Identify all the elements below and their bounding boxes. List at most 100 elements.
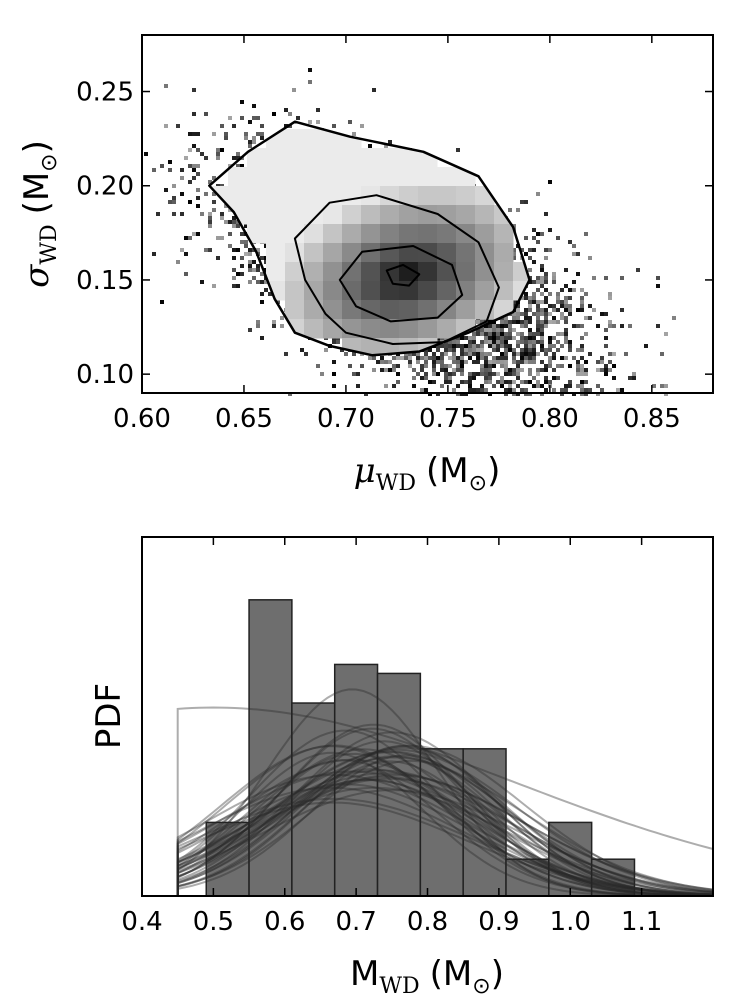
sample-point — [484, 376, 488, 380]
sample-point — [560, 356, 564, 360]
sample-point — [420, 388, 424, 392]
sample-point — [580, 324, 584, 328]
sample-point — [288, 112, 292, 116]
sample-point — [580, 364, 584, 368]
sample-point — [264, 288, 268, 292]
sample-point — [552, 308, 556, 312]
sample-point — [244, 252, 248, 256]
sample-point — [516, 304, 520, 308]
sample-point — [584, 332, 588, 336]
sample-point — [528, 344, 532, 348]
sample-point — [208, 216, 212, 220]
sample-point — [300, 348, 304, 352]
sample-point — [484, 328, 488, 332]
sample-point — [408, 364, 412, 368]
sample-point — [516, 344, 520, 348]
sample-point — [572, 244, 576, 248]
sample-point — [368, 356, 372, 360]
sample-point — [256, 320, 260, 324]
sample-point — [536, 232, 540, 236]
sample-point — [536, 304, 540, 308]
sample-point — [508, 380, 512, 384]
sample-point — [508, 336, 512, 340]
sample-point — [544, 256, 548, 260]
sample-point — [588, 316, 592, 320]
sample-point — [632, 372, 636, 376]
sample-point — [568, 240, 572, 244]
sample-point — [224, 204, 228, 208]
sample-point — [372, 88, 376, 92]
posterior-density-panel: 0.60 0.65 0.70 0.75 0.80 0.85 0.100.150.200.2… — [17, 34, 714, 496]
sample-point — [204, 192, 208, 196]
sample-point — [460, 364, 464, 368]
sample-point — [492, 344, 496, 348]
sample-point — [500, 320, 504, 324]
sample-point — [540, 232, 544, 236]
sample-point — [528, 256, 532, 260]
sample-point — [484, 336, 488, 340]
sample-point — [436, 348, 440, 352]
sample-point — [196, 148, 200, 152]
sample-point — [540, 340, 544, 344]
sample-point — [536, 372, 540, 376]
sample-point — [576, 252, 580, 256]
sample-point — [548, 340, 552, 344]
sample-point — [512, 256, 516, 260]
sample-point — [528, 316, 532, 320]
sample-point — [412, 376, 416, 380]
sample-point — [332, 360, 336, 364]
sample-point — [420, 356, 424, 360]
sample-point — [664, 332, 668, 336]
sample-point — [216, 148, 220, 152]
sample-point — [388, 368, 392, 372]
sample-point — [528, 268, 532, 272]
sample-point — [208, 248, 212, 252]
sample-point — [160, 164, 164, 168]
sample-point — [536, 240, 540, 244]
sample-point — [424, 352, 428, 356]
sample-point — [232, 124, 236, 128]
sample-point — [240, 240, 244, 244]
sample-point — [524, 348, 528, 352]
sample-point — [436, 372, 440, 376]
sample-point — [180, 248, 184, 252]
sample-point — [456, 148, 460, 152]
sample-point — [240, 272, 244, 276]
sample-point — [220, 216, 224, 220]
sample-point — [248, 140, 252, 144]
sample-point — [452, 348, 456, 352]
sample-point — [532, 332, 536, 336]
sample-point — [564, 320, 568, 324]
sample-point — [308, 80, 312, 84]
sample-point — [512, 368, 516, 372]
sample-point — [424, 372, 428, 376]
sample-point — [240, 256, 244, 260]
sample-point — [500, 384, 504, 388]
sample-point — [568, 296, 572, 300]
sample-point — [212, 176, 216, 180]
sample-point — [492, 372, 496, 376]
sample-point — [568, 312, 572, 316]
sample-point — [548, 312, 552, 316]
sample-point — [452, 356, 456, 360]
sample-point — [380, 360, 384, 364]
sample-point — [504, 340, 508, 344]
sample-point — [420, 376, 424, 380]
sample-point — [392, 364, 396, 368]
sample-point — [372, 356, 376, 360]
sample-point — [256, 264, 260, 268]
sample-point — [552, 272, 556, 276]
sample-point — [524, 324, 528, 328]
sample-point — [524, 336, 528, 340]
sample-point — [224, 136, 228, 140]
sample-point — [564, 356, 568, 360]
sample-point — [584, 360, 588, 364]
sample-point — [532, 300, 536, 304]
sample-point — [564, 300, 568, 304]
sample-point — [584, 316, 588, 320]
sample-point — [540, 264, 544, 268]
sample-point — [604, 372, 608, 376]
sample-point — [576, 308, 580, 312]
sample-point — [464, 344, 468, 348]
sample-point — [576, 372, 580, 376]
